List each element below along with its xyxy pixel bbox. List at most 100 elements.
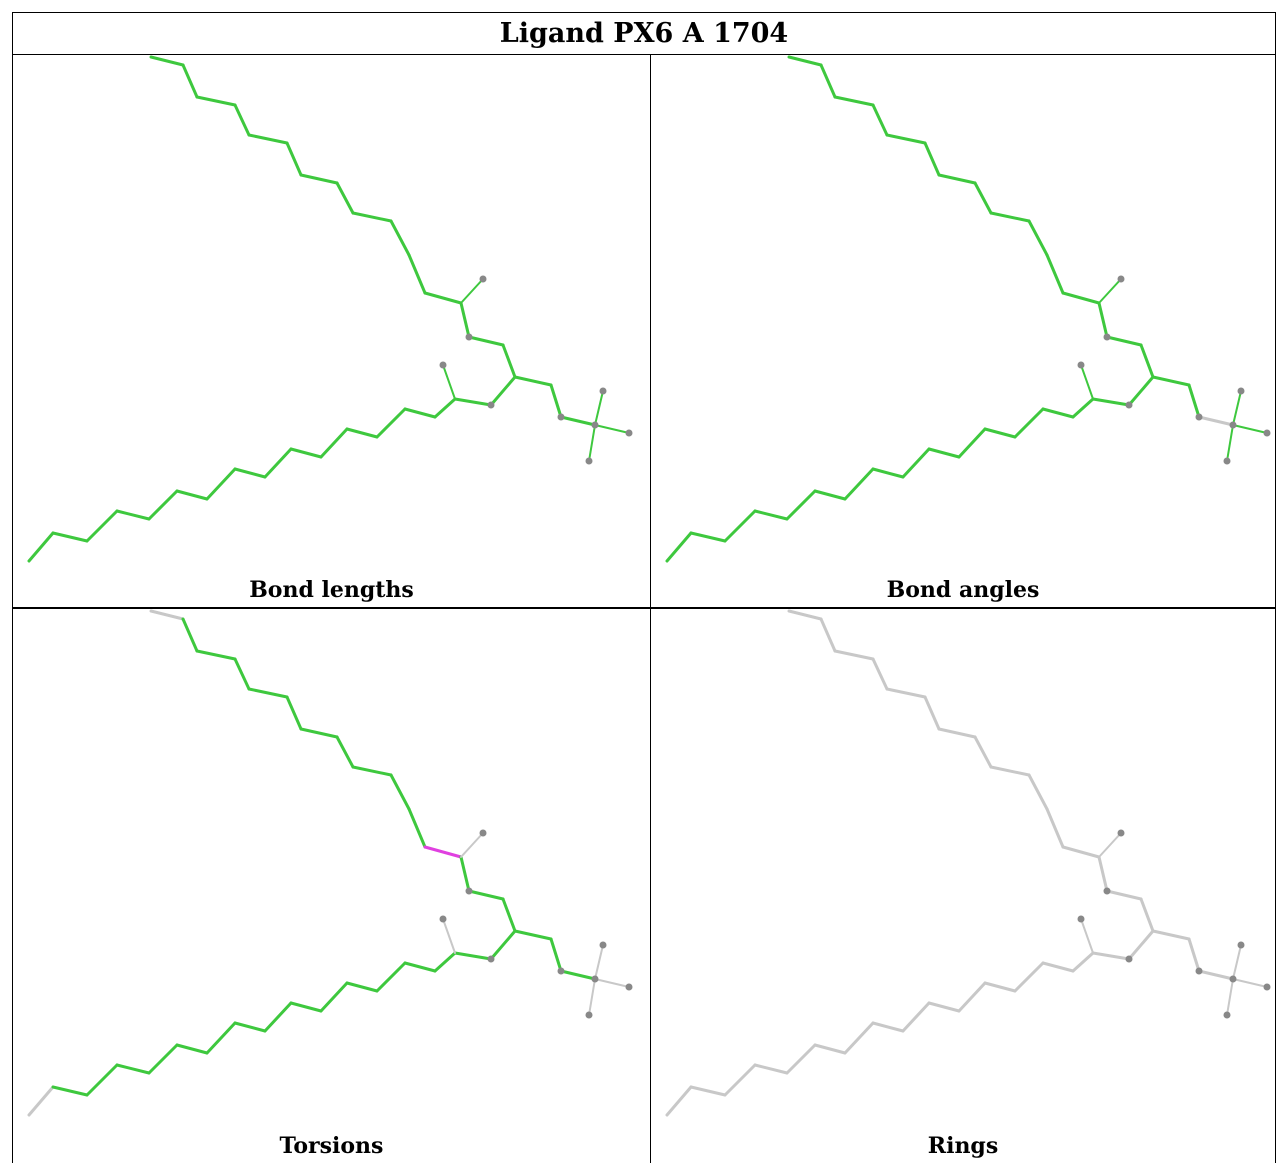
bond: [1013, 407, 1045, 439]
atom: [1103, 887, 1111, 895]
bond: [205, 1021, 237, 1055]
atom: [1103, 333, 1111, 341]
bond: [513, 929, 553, 941]
bond: [689, 1085, 727, 1097]
bond: [423, 291, 463, 305]
atom: [1077, 361, 1085, 369]
bond: [989, 765, 1031, 777]
bond: [1013, 961, 1045, 993]
bond: [195, 649, 237, 661]
bond: [299, 173, 339, 185]
bond: [289, 447, 323, 459]
atom: [1263, 429, 1271, 437]
bond: [389, 773, 411, 811]
bond: [1226, 424, 1234, 462]
bond: [689, 531, 727, 543]
bond: [233, 103, 251, 137]
bond: [1151, 929, 1191, 941]
bond: [833, 95, 875, 107]
bond: [549, 383, 563, 419]
atom: [487, 401, 495, 409]
atom: [599, 941, 607, 949]
atom: [479, 829, 487, 837]
bond: [205, 467, 237, 501]
bond: [433, 951, 457, 973]
bond: [923, 695, 941, 731]
bond: [147, 489, 179, 521]
panel-caption: Torsions: [279, 1133, 384, 1159]
bond: [459, 855, 471, 893]
bond: [819, 617, 837, 653]
bond: [1097, 855, 1109, 893]
bond: [1091, 951, 1131, 961]
bond: [753, 1063, 789, 1075]
bond: [1232, 390, 1242, 426]
bond: [467, 889, 505, 901]
bond: [375, 961, 407, 993]
bond: [594, 944, 604, 980]
atom: [439, 361, 447, 369]
bond: [1139, 897, 1155, 933]
bond: [1197, 415, 1235, 427]
bond: [459, 301, 471, 339]
atom: [585, 457, 593, 465]
bond: [263, 1001, 293, 1033]
bond: [27, 1085, 55, 1117]
bond: [973, 735, 993, 769]
atom: [585, 1011, 593, 1019]
bond: [957, 981, 987, 1013]
bond: [285, 141, 303, 177]
bond: [289, 1001, 323, 1013]
atom: [1195, 967, 1203, 975]
bond: [901, 1001, 931, 1033]
bond: [833, 649, 875, 661]
bond: [588, 424, 596, 462]
atom: [1077, 915, 1085, 923]
atom: [625, 983, 633, 991]
atom: [1117, 829, 1125, 837]
bond: [785, 1043, 817, 1075]
bond: [871, 657, 889, 691]
bond: [345, 427, 379, 439]
bond: [871, 1021, 905, 1033]
bond: [1139, 343, 1155, 379]
atom: [1237, 387, 1245, 395]
bond: [501, 897, 517, 933]
atom: [1263, 983, 1271, 991]
bond: [263, 447, 293, 479]
bond: [785, 489, 817, 521]
bond: [1045, 253, 1065, 295]
atom: [625, 429, 633, 437]
bond: [588, 978, 596, 1016]
panel-caption: Bond angles: [886, 577, 1040, 603]
bond: [1127, 375, 1155, 407]
bond: [442, 364, 456, 400]
bond: [665, 1085, 693, 1117]
bond: [901, 447, 931, 479]
bond: [787, 609, 823, 621]
atom: [1117, 275, 1125, 283]
bond: [594, 390, 604, 426]
bond: [927, 1001, 961, 1013]
bond: [665, 531, 693, 563]
bond: [247, 133, 289, 145]
bond: [403, 407, 437, 419]
bond: [115, 1063, 151, 1075]
bond: [407, 253, 427, 295]
atom: [1237, 941, 1245, 949]
bond: [233, 1021, 267, 1033]
panel-bond-angles: Bond angles: [650, 54, 1276, 607]
bond: [1071, 951, 1095, 973]
atom: [1229, 975, 1237, 983]
bond: [1151, 375, 1191, 387]
atom: [479, 275, 487, 283]
bond: [149, 609, 185, 621]
bond: [147, 1043, 179, 1075]
bond: [937, 173, 977, 185]
bond: [973, 181, 993, 215]
bond: [594, 978, 630, 988]
bond: [1232, 944, 1242, 980]
bond: [885, 133, 927, 145]
panel-bond-lengths: Bond lengths: [12, 54, 650, 607]
